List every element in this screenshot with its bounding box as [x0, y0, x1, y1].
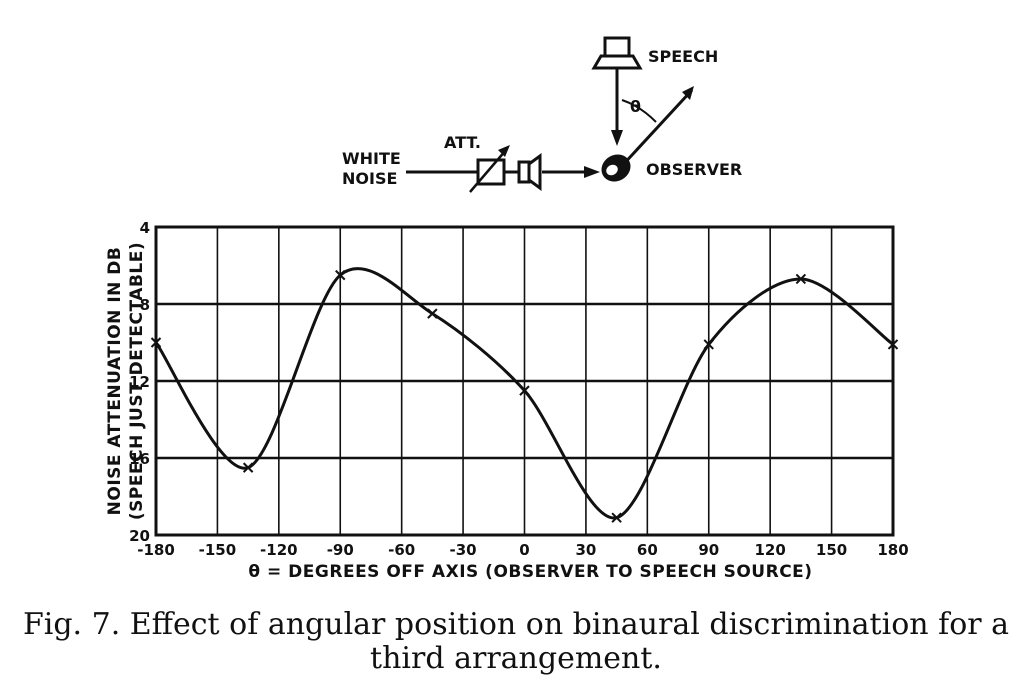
x-tick-label: -90 [327, 541, 354, 559]
figure-caption: Fig. 7. Effect of angular position on bi… [0, 608, 1032, 676]
white-label: WHITE [342, 149, 401, 168]
x-tick-label: 120 [755, 541, 786, 559]
x-tick-label: -150 [199, 541, 237, 559]
y-axis-label-line1: NOISE ATTENUATION IN DB [105, 247, 125, 516]
plot-frame [154, 225, 895, 537]
y-tick-label: 8 [140, 296, 150, 314]
x-tick-label: 180 [877, 541, 908, 559]
data-point [611, 512, 622, 523]
observer-label: OBSERVER [646, 160, 742, 179]
noise-loudspeaker-icon [517, 153, 542, 191]
data-point [242, 462, 254, 473]
theta-arc [621, 99, 657, 123]
x-tick-label: 30 [575, 541, 596, 559]
x-tick-labels: -180 -150 -120 -90 -60 -30 0 30 60 90 120 150 180 [137, 541, 908, 559]
data-markers [150, 269, 899, 523]
x-axis-label: θ = DEGREES OFF AXIS (OBSERVER TO SPEECH… [248, 562, 812, 582]
data-point [335, 269, 346, 281]
x-tick-label: 0 [519, 541, 529, 559]
x-tick-label: -180 [137, 541, 175, 559]
y-tick-label: 16 [129, 450, 150, 468]
caption-line-1: Fig. 7. Effect of angular position on bi… [22, 607, 1010, 642]
data-point [887, 339, 899, 350]
attenuator-box [476, 158, 506, 186]
y-tick-label: 12 [129, 373, 150, 391]
x-tick-label: -120 [260, 541, 298, 559]
y-axis-label-line2: (SPEECH JUST DETECTABLE) [127, 242, 147, 520]
observer-axis-line [618, 88, 694, 170]
schematic-diagram: SPEECH θ OBSERVER WHITE NOISE ATT. [342, 36, 742, 193]
data-point [795, 273, 807, 285]
attenuator-label: ATT. [444, 133, 481, 152]
speech-loudspeaker-icon [591, 36, 643, 70]
speech-label: SPEECH [648, 47, 718, 66]
data-point [150, 337, 162, 348]
y-tick-label: 4 [140, 219, 150, 237]
data-point [519, 385, 530, 396]
y-tick-label: 20 [129, 527, 150, 545]
caption-line-2: third arrangement. [370, 641, 662, 676]
observer-head-icon [601, 154, 631, 182]
speech-arrow-head [611, 130, 623, 146]
data-point [427, 308, 438, 319]
noise-arrow-head [584, 166, 600, 178]
noise-label: NOISE [342, 169, 397, 188]
data-point [703, 339, 714, 350]
x-tick-label: 150 [816, 541, 847, 559]
y-tick-labels: 4 8 12 16 20 [129, 219, 150, 545]
x-tick-label: 90 [698, 541, 719, 559]
x-tick-label: 60 [637, 541, 658, 559]
observer-axis-arrow-head [682, 86, 694, 100]
x-tick-label: -60 [388, 541, 415, 559]
gridlines [155, 225, 894, 537]
attenuator-arrow [469, 149, 507, 193]
chart: 4 8 12 16 20 -180 -150 -120 -90 -60 -30 0 30 60 90 120… [105, 219, 909, 582]
attenuator-arrow-head [498, 145, 510, 157]
x-tick-label: -30 [450, 541, 477, 559]
